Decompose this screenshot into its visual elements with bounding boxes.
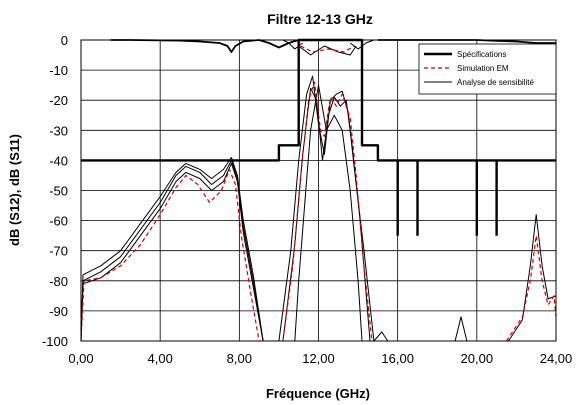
y-tick-label: -50 (49, 184, 68, 199)
legend: Spécifications Simulation EM Analyse de se… (418, 43, 557, 95)
series-line (505, 235, 557, 342)
series-line (80, 168, 260, 342)
series-line (294, 84, 363, 342)
y-tick-labels: 0 -10 -20 -30 -40 -50 -60 -70 -80 -90 -100 (42, 33, 68, 349)
series-line (508, 214, 557, 342)
series-line (80, 159, 264, 342)
x-tick-label: 20,00 (461, 351, 494, 366)
y-tick-label: -40 (49, 153, 68, 168)
x-tick-labels: 0,00 4,00 8,00 12,00 16,00 20,00 24,00 (68, 351, 572, 366)
series-line (110, 39, 299, 53)
series-line (80, 162, 264, 342)
x-tick-label: 24,00 (540, 351, 573, 366)
series-line (282, 81, 373, 342)
series-line (80, 156, 264, 342)
x-tick-label: 8,00 (227, 351, 252, 366)
y-axis-title: dB (S12), dB (S11) (7, 134, 22, 246)
x-tick-label: 4,00 (148, 351, 173, 366)
y-tick-label: -100 (42, 334, 68, 349)
series-line (300, 45, 355, 53)
x-axis-title: Fréquence (GHz) (266, 386, 370, 401)
series-layer (80, 38, 557, 342)
y-tick-label: 0 (61, 33, 68, 48)
y-tick-label: -80 (49, 274, 68, 289)
series-line (373, 331, 389, 342)
series-line (454, 316, 468, 342)
legend-label: Simulation EM (457, 64, 509, 73)
legend-box (418, 43, 557, 95)
y-tick-label: -60 (49, 214, 68, 229)
y-tick-label: -20 (49, 93, 68, 108)
series-line (298, 45, 357, 56)
series-line (282, 87, 371, 342)
x-tick-label: 0,00 (68, 351, 93, 366)
chart-title: Filtre 12-13 GHz (267, 11, 373, 27)
y-tick-label: -10 (49, 63, 68, 78)
y-tick-label: -70 (49, 244, 68, 259)
plot-frame (80, 39, 557, 342)
y-tick-label: -30 (49, 123, 68, 138)
legend-label: Analyse de sensibilité (457, 78, 534, 87)
y-tick-label: -90 (49, 304, 68, 319)
x-tick-label: 16,00 (381, 351, 414, 366)
legend-label: Spécifications (457, 50, 506, 59)
x-tick-label: 12,00 (302, 351, 335, 366)
